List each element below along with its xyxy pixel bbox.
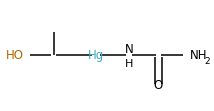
Text: NH: NH	[190, 49, 207, 62]
Text: HO: HO	[6, 49, 24, 62]
Text: O: O	[154, 79, 163, 92]
Text: N: N	[125, 43, 133, 56]
Text: Hg: Hg	[88, 49, 104, 62]
Text: H: H	[125, 59, 133, 69]
Text: 2: 2	[205, 57, 210, 66]
